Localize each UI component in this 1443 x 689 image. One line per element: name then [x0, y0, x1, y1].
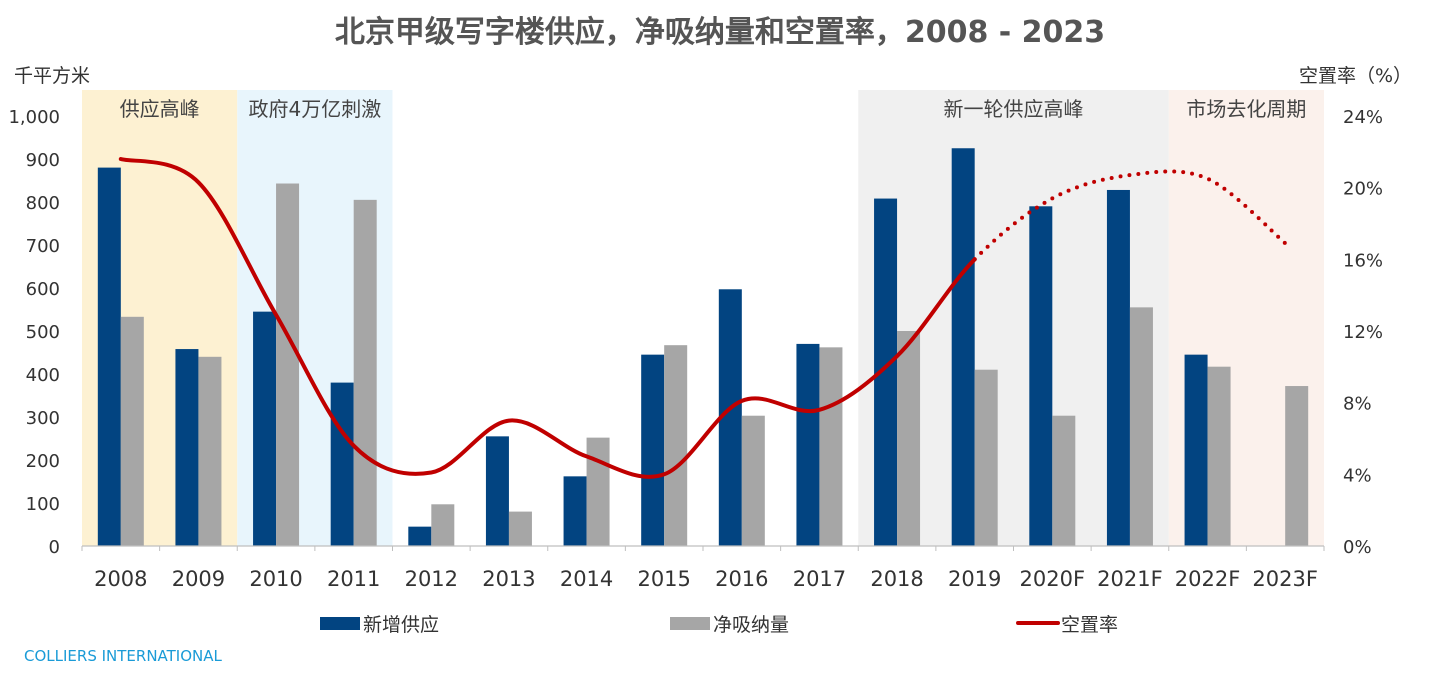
legend-swatch [320, 617, 360, 630]
y-axis-left-ticks: 0 100 200 300 400 500 600 700 800 900 1,000 [8, 107, 60, 558]
x-tick-label: 2011 [327, 567, 380, 591]
y-right-tick-label: 8% [1343, 394, 1372, 415]
x-tick-label: 2010 [249, 567, 302, 591]
x-tick-label: 2008 [94, 567, 147, 591]
supply-bar [1029, 206, 1053, 547]
absorption-bar [974, 369, 998, 546]
supply-bar [253, 311, 277, 546]
source-label: COLLIERS INTERNATIONAL [24, 647, 223, 665]
bars [97, 148, 1309, 547]
y-left-tick-label: 600 [26, 279, 60, 300]
y-left-tick-label: 100 [26, 494, 60, 515]
x-tick-label: 2013 [482, 567, 535, 591]
absorption-bar [508, 511, 532, 546]
x-tick-label: 2023F [1252, 567, 1318, 591]
x-tick-label: 2018 [870, 567, 923, 591]
x-axis-ticks: 2008 2009 2010 2011 2012 2013 2014 2015 2016 2017… [81, 546, 1325, 591]
period-label: 市场去化周期 [1186, 97, 1306, 121]
y-axis-right-label: 空置率（%） [1299, 65, 1412, 87]
supply-bar [951, 148, 975, 546]
x-tick-label: 2019 [948, 567, 1001, 591]
x-tick-label: 2009 [172, 567, 225, 591]
vacancy-line [118, 157, 1288, 479]
legend-label: 空置率 [1061, 614, 1118, 636]
chart-title: 北京甲级写字楼供应，净吸纳量和空置率，2008 - 2023 [335, 15, 1105, 50]
absorption-bar [431, 504, 455, 546]
vacancy-line-forecast [972, 169, 1288, 262]
supply-bar [796, 343, 820, 546]
supply-bar [330, 382, 354, 546]
supply-bar [97, 167, 121, 546]
absorption-bar [1285, 386, 1309, 546]
y-axis-left-label: 千平方米 [14, 65, 90, 87]
absorption-bar [741, 415, 765, 546]
y-left-tick-label: 900 [26, 150, 60, 171]
y-right-tick-label: 4% [1343, 465, 1372, 486]
x-tick-label: 2012 [405, 567, 458, 591]
y-right-tick-label: 20% [1343, 179, 1383, 200]
x-tick-label: 2015 [637, 567, 690, 591]
absorption-bar [819, 347, 843, 546]
vacancy-line-actual [118, 157, 977, 479]
x-tick-label: 2021F [1097, 567, 1163, 591]
legend-label: 净吸纳量 [713, 614, 789, 636]
y-left-tick-label: 1,000 [8, 107, 60, 128]
absorption-bar [198, 356, 222, 546]
legend-label: 新增供应 [363, 614, 439, 636]
y-left-tick-label: 200 [26, 451, 60, 472]
legend: 新增供应 净吸纳量 空置率 [320, 614, 1118, 636]
y-left-tick-label: 500 [26, 322, 60, 343]
supply-bar [1184, 354, 1208, 546]
y-right-tick-label: 0% [1343, 537, 1372, 558]
y-left-tick-label: 0 [49, 537, 60, 558]
supply-bar [408, 526, 432, 546]
supply-bar [485, 436, 509, 546]
x-tick-label: 2022F [1175, 567, 1241, 591]
absorption-bar [1207, 366, 1231, 546]
y-left-tick-label: 800 [26, 193, 60, 214]
period-label: 政府4万亿刺激 [249, 97, 382, 121]
period-label: 新一轮供应高峰 [944, 97, 1084, 121]
y-right-tick-label: 24% [1343, 107, 1383, 128]
supply-bar [1106, 189, 1130, 546]
x-tick-label: 2020F [1020, 567, 1086, 591]
y-axis-right-ticks: 0% 4% 8% 12% 16% 20% 24% [1343, 107, 1383, 558]
absorption-bar [1052, 415, 1076, 546]
absorption-bar [276, 183, 300, 546]
y-left-tick-label: 300 [26, 408, 60, 429]
supply-bar [718, 289, 742, 546]
x-tick-label: 2017 [793, 567, 846, 591]
y-right-tick-label: 12% [1343, 322, 1383, 343]
y-right-tick-label: 16% [1343, 250, 1383, 271]
y-left-tick-label: 400 [26, 365, 60, 386]
absorption-bar [664, 345, 688, 546]
y-left-tick-label: 700 [26, 236, 60, 257]
period-label: 供应高峰 [120, 97, 200, 121]
absorption-bar [1129, 307, 1153, 546]
x-tick-label: 2014 [560, 567, 613, 591]
absorption-bar [586, 437, 610, 546]
x-tick-label: 2016 [715, 567, 768, 591]
absorption-bar [120, 316, 144, 546]
absorption-bar [897, 331, 921, 546]
supply-bar [641, 354, 665, 546]
supply-bar [563, 476, 587, 546]
legend-swatch [670, 617, 710, 630]
absorption-bar [353, 199, 377, 546]
supply-bar [175, 349, 199, 546]
supply-bar [874, 198, 898, 546]
